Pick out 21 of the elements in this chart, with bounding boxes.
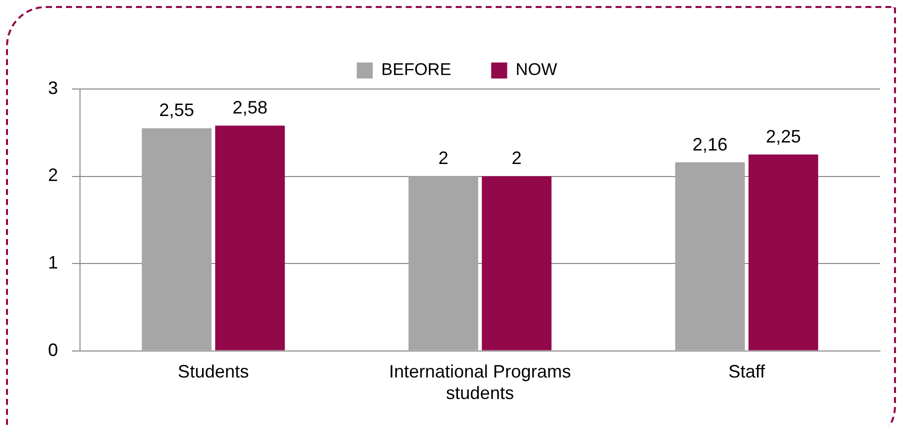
data-label: 2,25 <box>766 126 801 146</box>
data-label: 2,58 <box>232 98 268 118</box>
bar <box>482 176 552 350</box>
data-label: 2,55 <box>159 100 194 120</box>
x-tick-label: Students <box>178 362 249 382</box>
y-tick-label: 2 <box>48 165 58 186</box>
bar <box>408 176 478 350</box>
y-tick-label: 1 <box>48 252 58 272</box>
bar <box>215 126 285 350</box>
x-tick-label: Staff <box>728 362 766 382</box>
y-tick-label: 3 <box>48 78 58 98</box>
data-label: 2,16 <box>692 134 728 154</box>
data-label: 2 <box>438 148 448 168</box>
legend-label: BEFORE <box>381 60 452 80</box>
bar <box>675 162 745 350</box>
bar <box>748 154 818 350</box>
x-tick-label: International Programs students <box>388 362 572 404</box>
legend-label: NOW <box>516 60 558 80</box>
y-tick-label: 0 <box>48 340 58 360</box>
data-label: 2 <box>512 148 522 168</box>
bar <box>142 128 212 350</box>
